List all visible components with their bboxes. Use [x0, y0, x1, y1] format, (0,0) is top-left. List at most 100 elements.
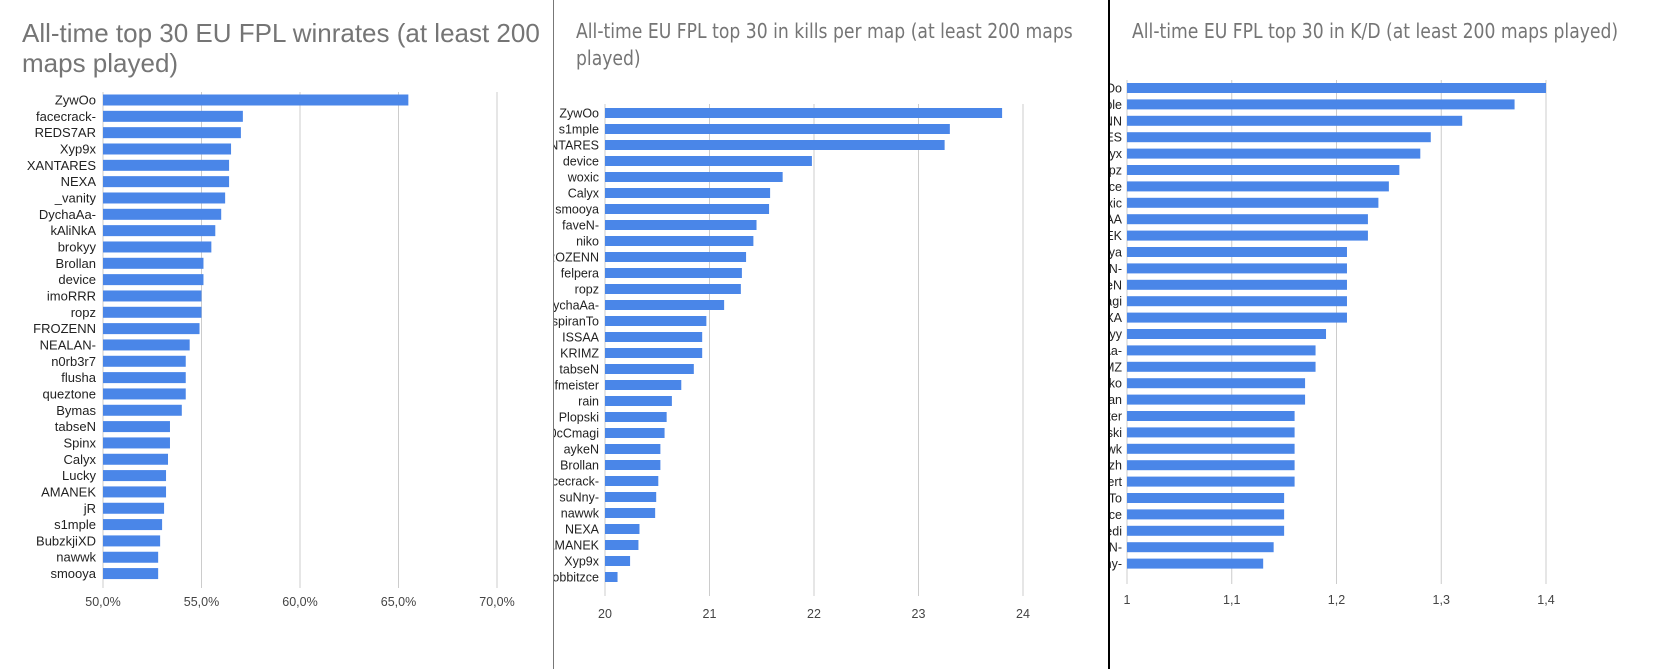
category-label: refrezh — [1110, 459, 1122, 473]
category-label: Bymas — [56, 403, 96, 418]
category-label: woxic — [567, 171, 599, 185]
category-label: _vanity — [54, 190, 97, 205]
category-label: woxic — [1110, 196, 1122, 210]
x-tick-label: 65,0% — [381, 595, 416, 609]
bar — [605, 428, 665, 438]
category-label: KRIMZ — [560, 347, 599, 361]
bar — [605, 460, 661, 470]
chart-title: All-time EU FPL top 30 in K/D (at least … — [1132, 19, 1619, 43]
bar — [103, 404, 182, 416]
bar — [103, 159, 230, 171]
category-label: facecrack- — [36, 109, 96, 124]
category-label: ropz — [71, 305, 96, 320]
category-label: NEXA — [61, 174, 97, 189]
category-label: hobbitzce — [554, 571, 599, 585]
category-label: nawwk — [561, 507, 600, 521]
category-label: FROZENN — [554, 251, 599, 265]
category-label: XANTARES — [27, 158, 96, 173]
category-label: s1mple — [559, 123, 599, 137]
bar — [103, 437, 170, 449]
bar — [605, 380, 682, 390]
category-label: Spinx — [63, 435, 96, 450]
x-tick-label: 21 — [703, 607, 717, 621]
category-label: aykeN — [564, 443, 599, 457]
bar — [1127, 132, 1431, 143]
category-label: ZywOo — [1110, 82, 1122, 96]
category-label: AMANEK — [41, 484, 96, 499]
bar — [103, 143, 232, 155]
category-label: D0cCmagi — [554, 427, 599, 441]
category-label: olofmeister — [1110, 410, 1122, 424]
category-label: nawwk — [56, 550, 96, 565]
bar — [1127, 312, 1347, 323]
category-label: n0rb3r7 — [51, 354, 96, 369]
category-label: device — [1110, 180, 1122, 194]
bar — [103, 127, 241, 139]
x-tick-label: 1,3 — [1433, 593, 1450, 607]
bar — [1127, 83, 1546, 93]
bar — [605, 348, 703, 358]
bar — [1127, 263, 1347, 274]
bar — [1127, 509, 1285, 520]
bar — [1127, 411, 1295, 421]
bar — [1127, 165, 1400, 175]
bar — [103, 323, 200, 335]
bar — [1127, 525, 1285, 536]
bar — [103, 176, 230, 188]
category-label: felpera — [561, 267, 599, 281]
category-label: suNny- — [1110, 557, 1122, 571]
category-label: Xyp9x — [60, 141, 97, 156]
category-label: Plopski — [559, 411, 599, 425]
bar — [1127, 181, 1389, 192]
chart-title: All-time EU FPL top 30 in kills per map … — [576, 19, 1073, 70]
category-label: rain — [578, 395, 599, 409]
category-label: FROZENN — [1110, 114, 1122, 128]
category-label: NEXA — [1110, 311, 1123, 325]
category-label: faveN- — [562, 219, 599, 233]
category-label: imoRRR — [47, 288, 96, 303]
category-label: tabseN — [1110, 278, 1122, 292]
bar — [1127, 230, 1368, 241]
x-tick-label: 20 — [598, 607, 612, 621]
x-tick-label: 23 — [912, 607, 926, 621]
bar — [1127, 329, 1327, 339]
category-label: Plopski — [1110, 426, 1122, 440]
bar — [605, 188, 771, 198]
category-label: niko — [1110, 377, 1122, 391]
x-tick-label: 70,0% — [479, 595, 514, 609]
category-label: EspiranTo — [1110, 492, 1122, 506]
bar — [103, 339, 190, 351]
bar — [605, 220, 757, 230]
bar — [1127, 296, 1347, 307]
category-label: smooya — [555, 203, 599, 217]
category-label: s1mple — [1110, 98, 1122, 112]
bar — [605, 572, 618, 582]
bar — [1127, 247, 1347, 257]
bar — [605, 540, 639, 550]
kd-bar-chart: 1 1,1 1,2 1,3 1,4 ZywOo s1mple FROZENN XANTARES C… — [1110, 80, 1555, 607]
category-label: device — [563, 155, 599, 169]
bar — [1127, 394, 1306, 405]
bar — [103, 551, 159, 563]
kd-chart-panel: All-time EU FPL top 30 in K/D (at least … — [1110, 0, 1662, 669]
bar — [605, 284, 741, 294]
bar — [1127, 214, 1368, 225]
bar — [103, 192, 226, 204]
bar — [605, 508, 656, 518]
category-label: flusha — [61, 370, 96, 385]
category-label: NEXA — [565, 523, 600, 537]
bar — [1127, 476, 1295, 487]
category-label: AMANEK — [1110, 229, 1123, 243]
category-label: Lucky — [62, 468, 96, 483]
bar — [103, 94, 409, 106]
category-label: nawwk — [1110, 442, 1123, 456]
bar — [605, 300, 725, 310]
category-label: DychaAa- — [554, 299, 599, 313]
category-label: D0cCmagi — [1110, 295, 1122, 309]
bar — [1127, 493, 1285, 503]
bar — [103, 225, 216, 237]
bar — [103, 257, 204, 269]
kills-per-map-chart-panel: All-time EU FPL top 30 in kills per map … — [554, 0, 1110, 669]
bar — [103, 568, 159, 580]
category-label: olofmeister — [554, 379, 599, 393]
